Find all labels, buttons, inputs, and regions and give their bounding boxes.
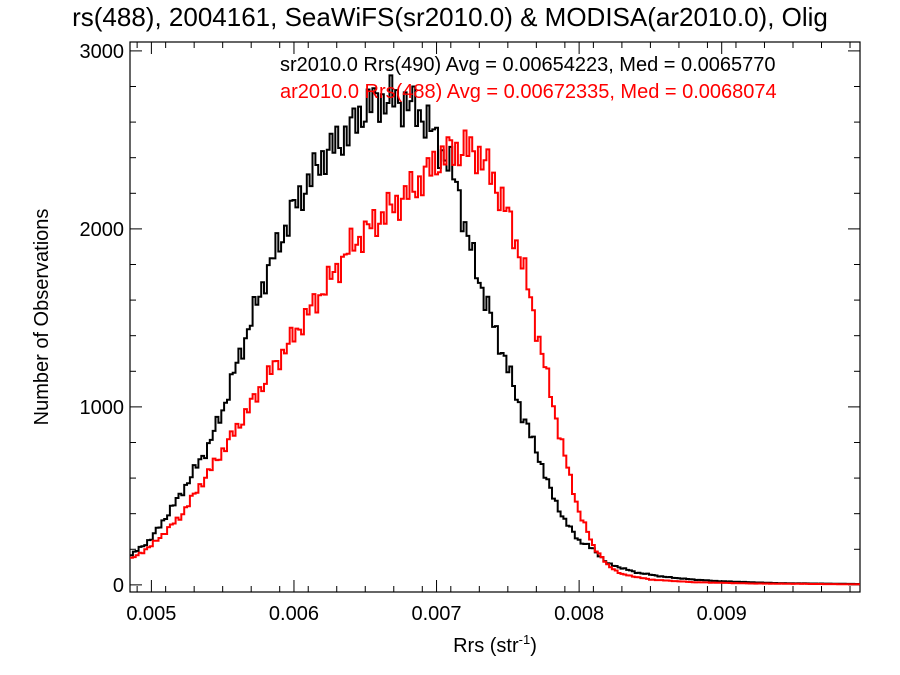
series-line-1 bbox=[130, 129, 860, 586]
x-tick-label: 0.005 bbox=[126, 603, 176, 625]
x-tick-label: 0.006 bbox=[269, 603, 319, 625]
y-tick-label: 0 bbox=[113, 575, 124, 597]
plot-frame bbox=[129, 41, 861, 593]
y-tick-label: 1000 bbox=[80, 397, 125, 419]
x-tick-label: 0.009 bbox=[697, 603, 747, 625]
y-tick-label: 3000 bbox=[80, 41, 125, 63]
y-tick-label: 2000 bbox=[80, 219, 125, 241]
chart-title: rs(488), 2004161, SeaWiFS(sr2010.0) & MO… bbox=[72, 2, 828, 32]
axis-ticks: 0.005 0.006 0.007 0.008 0.009 0 1000 2000 3000 bbox=[80, 41, 860, 625]
legend-entry-sr2010: sr2010.0 Rrs(490) Avg = 0.00654223, Med … bbox=[280, 54, 776, 76]
y-axis-label: Number of Observations bbox=[31, 209, 53, 426]
x-axis-label: Rrs (str-1) bbox=[453, 632, 537, 657]
x-tick-label: 0.007 bbox=[412, 603, 462, 625]
legend-entry-ar2010: ar2010.0 Rrs(488) Avg = 0.00672335, Med … bbox=[280, 81, 777, 103]
x-axis-label-main: Rrs (str bbox=[453, 635, 519, 657]
series-lines bbox=[130, 74, 860, 586]
x-tick-label: 0.008 bbox=[554, 603, 604, 625]
series-line-0 bbox=[130, 74, 860, 585]
x-axis-label-superscript: -1 bbox=[519, 632, 531, 647]
x-axis-label-close: ) bbox=[530, 635, 537, 657]
